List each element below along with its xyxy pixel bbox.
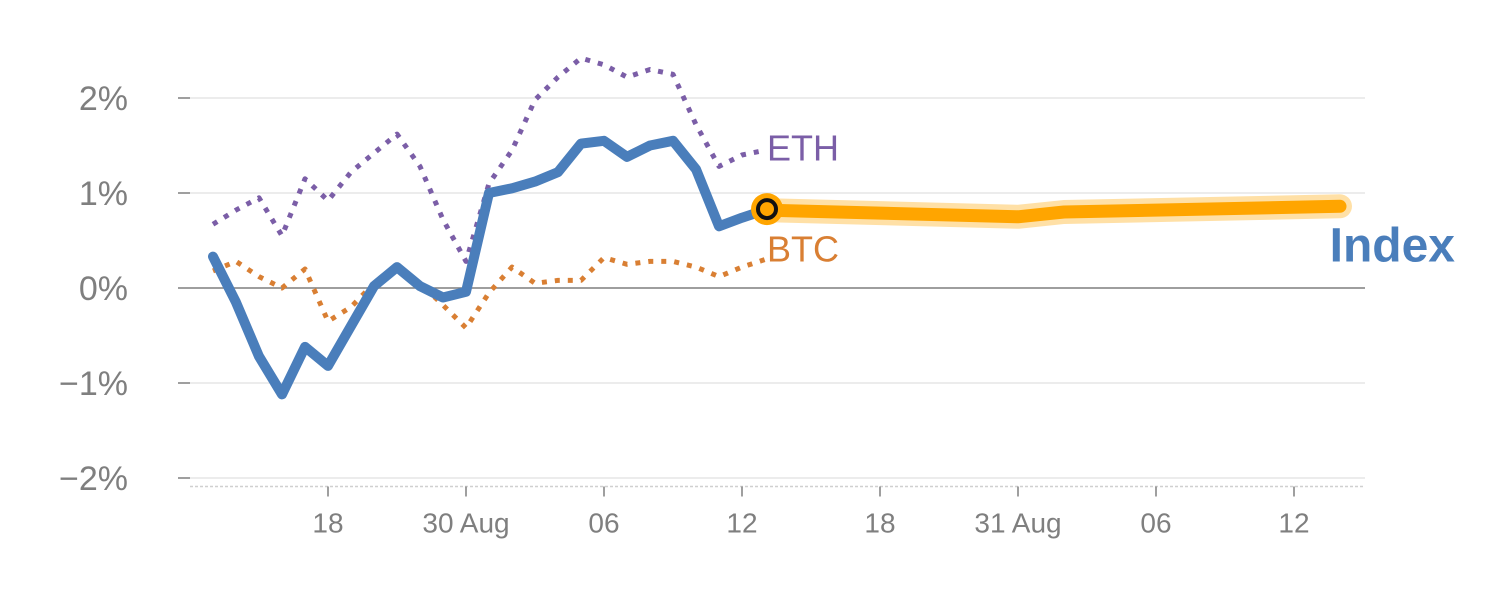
series-label-index: Index [1330,220,1456,273]
x-tick-label: 12 [1278,508,1309,539]
series-eth-line [211,55,766,264]
series-btc-line [212,255,766,331]
x-tick-label: 06 [1140,508,1171,539]
series-label-btc: BTC [767,229,839,270]
y-tick-label: 0% [79,270,128,308]
endpoint-marker-inner [756,198,778,221]
y-tick-label: 2% [79,80,128,118]
x-tick-label: 31 Aug [974,508,1061,539]
y-tick-label: 1% [79,175,128,213]
y-tick-label: −1% [59,365,128,403]
series-index-line [208,135,770,400]
x-tick-label: 30 Aug [422,508,509,539]
x-tick-label: 18 [864,508,895,539]
series-label-eth: ETH [767,127,839,168]
x-tick-label: 06 [588,508,619,539]
forecast-line [758,199,1347,224]
x-tick-label: 12 [726,508,757,539]
x-tick-label: 18 [312,508,343,539]
y-tick-label: −2% [59,460,128,498]
